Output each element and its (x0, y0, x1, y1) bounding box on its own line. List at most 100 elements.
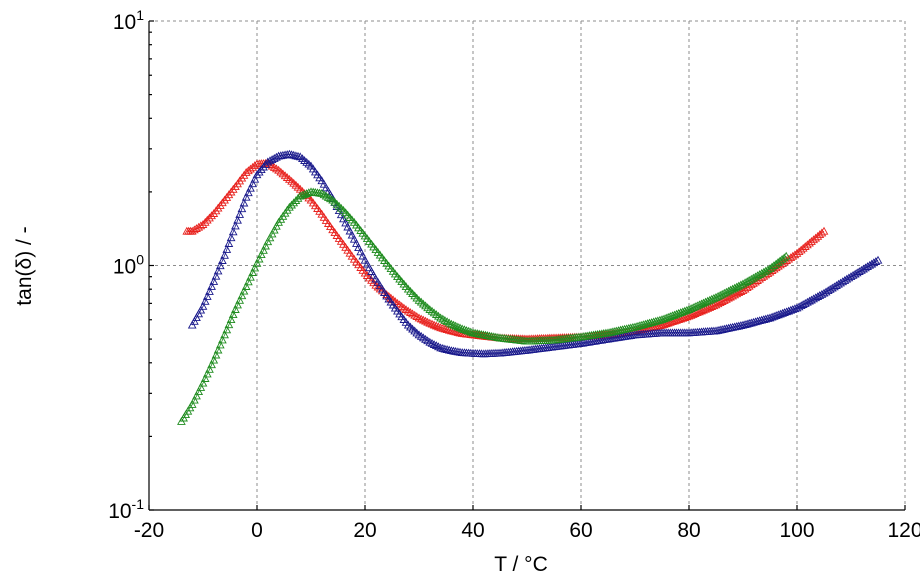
data-point (194, 222, 204, 231)
data-point (449, 320, 458, 329)
series-line (181, 191, 787, 422)
data-point (719, 288, 729, 297)
data-point (190, 395, 199, 404)
data-point (261, 160, 270, 168)
data-point (796, 301, 806, 310)
data-point (455, 323, 465, 332)
data-point (226, 187, 236, 196)
y-tick-label: 101 (113, 7, 144, 34)
data-point (408, 309, 417, 318)
x-axis-title: T / °C (494, 553, 548, 576)
data-point (362, 259, 372, 268)
data-point (406, 308, 415, 316)
data-point (798, 300, 808, 308)
data-point (194, 387, 204, 396)
data-point (436, 323, 445, 332)
series-green (177, 187, 791, 425)
series-red (182, 158, 829, 343)
data-point (254, 167, 264, 176)
data-point (414, 313, 424, 322)
data-point (235, 295, 245, 304)
data-point (460, 325, 469, 334)
data-point (215, 201, 225, 209)
data-point (215, 340, 225, 349)
data-point (209, 276, 219, 285)
data-point (233, 215, 242, 224)
x-tick-label: 120 (887, 519, 920, 542)
data-point (202, 215, 212, 224)
data-point (846, 272, 856, 281)
data-point (830, 282, 839, 291)
data-point (423, 317, 432, 326)
data-point (713, 299, 723, 308)
data-point (358, 251, 368, 260)
series-line (186, 162, 825, 340)
data-point (719, 295, 729, 304)
data-point (220, 195, 229, 204)
data-point (827, 283, 837, 292)
data-point (688, 303, 698, 312)
data-point (222, 325, 232, 334)
data-point (198, 378, 208, 387)
data-point (434, 342, 443, 351)
data-point (711, 300, 721, 309)
data-point (345, 226, 355, 235)
data-point (722, 287, 731, 296)
data-point (730, 283, 740, 292)
data-point (423, 336, 432, 345)
data-point (341, 218, 350, 227)
series-blue (187, 149, 883, 358)
data-point (438, 343, 448, 352)
data-point (464, 326, 474, 335)
data-point (779, 253, 789, 262)
data-point (412, 312, 422, 320)
data-point (749, 273, 758, 282)
data-point (728, 291, 737, 300)
data-point (207, 211, 216, 220)
data-point (244, 188, 253, 197)
data-point (202, 291, 212, 300)
data-point (403, 306, 413, 315)
data-point (757, 268, 767, 277)
data-point (819, 288, 829, 297)
data-point (746, 274, 756, 283)
data-point (319, 190, 329, 199)
data-point (224, 190, 234, 199)
data-point (838, 277, 848, 286)
data-point (436, 313, 445, 322)
data-point (715, 298, 725, 307)
data-point (825, 284, 835, 293)
data-point (451, 327, 461, 336)
data-point (823, 286, 833, 295)
data-point (416, 314, 426, 323)
data-point (241, 192, 251, 201)
data-point (871, 257, 881, 265)
data-point (347, 230, 357, 239)
data-point (462, 326, 471, 334)
data-point (781, 251, 791, 260)
data-point (703, 296, 713, 305)
data-point (343, 222, 353, 231)
data-point (339, 214, 348, 223)
data-point (205, 286, 214, 295)
data-point (233, 300, 242, 309)
data-point (393, 298, 402, 307)
data-point (287, 150, 296, 159)
data-point (263, 157, 273, 166)
data-point (267, 161, 277, 170)
data-point (800, 298, 810, 307)
data-point (289, 198, 299, 207)
data-point (755, 270, 764, 278)
data-point (196, 305, 206, 314)
data-point (742, 277, 752, 285)
data-point (239, 286, 249, 295)
data-point (844, 273, 854, 282)
data-point (726, 285, 735, 294)
data-point (259, 245, 268, 254)
data-point (200, 296, 210, 305)
data-point (427, 306, 437, 315)
data-point (421, 334, 430, 343)
data-point (807, 295, 816, 304)
data-point (291, 151, 301, 160)
data-point (265, 233, 275, 242)
